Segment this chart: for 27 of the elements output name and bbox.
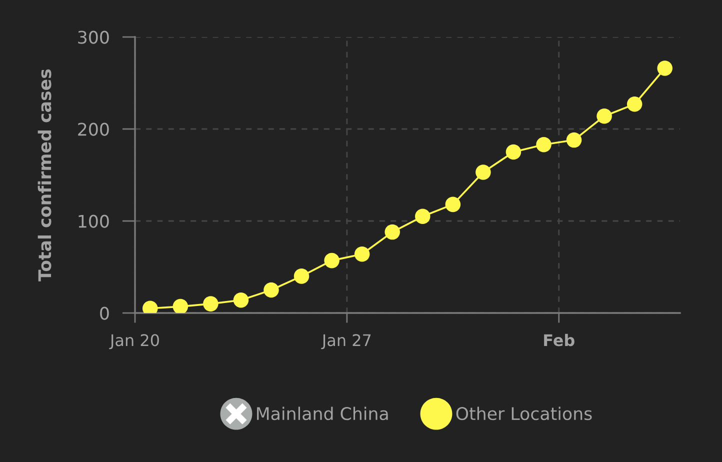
point: [354, 246, 370, 262]
legend-label: Other Locations: [456, 406, 592, 420]
point: [172, 298, 188, 313]
point: [324, 252, 340, 268]
point: [596, 108, 612, 124]
point: [506, 144, 522, 160]
legend-label: Mainland China: [257, 406, 388, 420]
y-tick-label: 300: [78, 30, 109, 44]
point: [657, 60, 672, 76]
point: [384, 224, 400, 240]
x-tick-label: Jan 20: [109, 334, 159, 350]
point: [203, 296, 218, 312]
point: [476, 164, 491, 180]
x-tick-label: Jan 27: [321, 334, 371, 350]
y-tick-label: 200: [78, 122, 109, 136]
point: [415, 208, 430, 224]
y-axis-title: Total confirmed cases: [38, 69, 52, 282]
point: [566, 132, 582, 148]
point: [536, 137, 552, 152]
point: [294, 268, 310, 284]
y-tick-label: 0: [100, 306, 109, 320]
point: [233, 292, 249, 308]
point: [264, 282, 279, 298]
point: [626, 96, 642, 112]
y-tick-label: 100: [78, 214, 109, 228]
point: [445, 196, 461, 212]
x-tick-label: Feb: [544, 334, 574, 346]
